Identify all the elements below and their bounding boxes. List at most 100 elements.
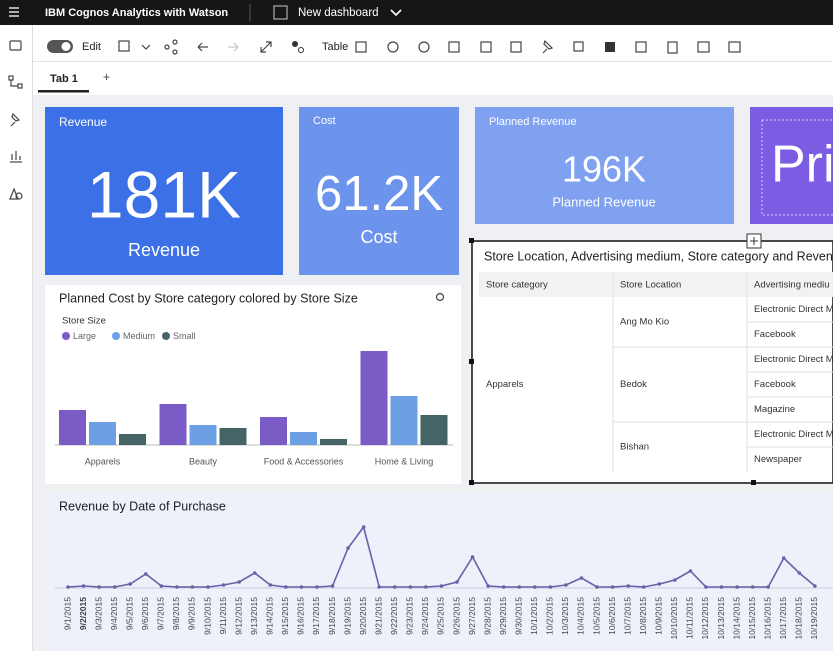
- point[interactable]: [315, 585, 319, 589]
- point[interactable]: [641, 585, 646, 589]
- point[interactable]: [361, 525, 366, 529]
- point[interactable]: [392, 585, 397, 589]
- point[interactable]: [128, 582, 133, 586]
- insight-icon[interactable]: [435, 292, 445, 302]
- point[interactable]: [688, 569, 693, 573]
- point[interactable]: [112, 585, 117, 589]
- toolbar-icon[interactable]: [728, 41, 741, 53]
- point[interactable]: [221, 583, 226, 587]
- point[interactable]: [781, 556, 786, 560]
- undo-icon[interactable]: [197, 42, 208, 52]
- toolbar-icon[interactable]: [697, 41, 710, 53]
- point[interactable]: [268, 583, 273, 587]
- expand-icon[interactable]: [260, 41, 272, 53]
- point[interactable]: [175, 585, 179, 589]
- toolbar-icon[interactable]: [387, 41, 399, 53]
- dashboard-name[interactable]: New dashboard: [298, 7, 379, 19]
- point[interactable]: [626, 584, 630, 588]
- point[interactable]: [813, 584, 817, 588]
- navigation-icon[interactable]: [292, 41, 304, 53]
- point[interactable]: [66, 585, 70, 589]
- point[interactable]: [330, 584, 335, 588]
- point[interactable]: [252, 571, 257, 575]
- point[interactable]: [657, 582, 662, 586]
- table-icon[interactable]: [355, 41, 367, 53]
- bar[interactable]: [260, 417, 287, 445]
- save-menu[interactable]: [141, 44, 151, 50]
- point[interactable]: [97, 585, 101, 589]
- point[interactable]: [704, 585, 708, 589]
- toolbar-icon[interactable]: [605, 42, 615, 52]
- point[interactable]: [517, 585, 522, 589]
- visualizations-icon[interactable]: [10, 151, 22, 163]
- toolbar-icon[interactable]: [510, 41, 522, 53]
- point[interactable]: [564, 583, 568, 587]
- legend-label[interactable]: Medium: [123, 331, 155, 341]
- pin-icon[interactable]: [10, 112, 21, 127]
- kpi-tile[interactable]: [45, 107, 283, 275]
- point[interactable]: [766, 585, 770, 589]
- point[interactable]: [81, 584, 86, 588]
- toolbar-icon[interactable]: [418, 41, 430, 53]
- point[interactable]: [579, 576, 584, 580]
- comments-icon[interactable]: [9, 40, 22, 51]
- point[interactable]: [346, 546, 350, 550]
- toolbar-icon[interactable]: [573, 41, 584, 52]
- point[interactable]: [486, 584, 490, 588]
- point[interactable]: [455, 580, 459, 584]
- kpi-tile[interactable]: [750, 107, 833, 224]
- kpi-tile[interactable]: [475, 107, 734, 224]
- kpi-tile[interactable]: [299, 107, 459, 275]
- point[interactable]: [237, 580, 241, 584]
- point[interactable]: [735, 585, 739, 589]
- menu-icon[interactable]: [9, 7, 19, 17]
- toolbar-icon[interactable]: [635, 41, 647, 53]
- point[interactable]: [533, 585, 537, 589]
- resize-handles[interactable]: [469, 238, 756, 485]
- point[interactable]: [439, 584, 444, 588]
- point[interactable]: [673, 578, 677, 582]
- point[interactable]: [470, 555, 475, 559]
- bar[interactable]: [219, 428, 247, 445]
- delete-icon[interactable]: [667, 41, 678, 54]
- point[interactable]: [190, 585, 195, 589]
- legend-label[interactable]: Small: [173, 331, 196, 341]
- point[interactable]: [144, 572, 148, 576]
- tab[interactable]: Tab 1: [50, 73, 78, 85]
- toolbar-icon[interactable]: [448, 41, 460, 53]
- add-tab[interactable]: +: [103, 70, 110, 84]
- bar[interactable]: [189, 425, 217, 445]
- point[interactable]: [595, 585, 599, 589]
- point[interactable]: [610, 585, 615, 589]
- line-widget[interactable]: [45, 493, 833, 651]
- point[interactable]: [377, 585, 382, 589]
- point[interactable]: [206, 585, 210, 589]
- point[interactable]: [501, 585, 506, 589]
- point[interactable]: [719, 585, 724, 589]
- bar[interactable]: [119, 434, 146, 445]
- bar[interactable]: [390, 396, 418, 445]
- bar[interactable]: [290, 432, 317, 445]
- save-icon[interactable]: [118, 40, 130, 52]
- column-header[interactable]: Store Location: [620, 280, 681, 291]
- bar[interactable]: [59, 410, 86, 445]
- point[interactable]: [408, 585, 413, 589]
- toolbar-icon[interactable]: [542, 39, 554, 54]
- point[interactable]: [159, 584, 164, 588]
- bar[interactable]: [159, 404, 187, 445]
- dashboard-menu[interactable]: [390, 9, 402, 17]
- point[interactable]: [797, 571, 802, 575]
- share-icon[interactable]: [164, 39, 178, 55]
- bar[interactable]: [89, 422, 116, 445]
- column-header[interactable]: Store category: [486, 280, 548, 291]
- relations-icon[interactable]: [8, 75, 23, 89]
- point[interactable]: [424, 585, 428, 589]
- bar-widget[interactable]: [45, 285, 461, 484]
- point[interactable]: [750, 585, 755, 589]
- bar[interactable]: [360, 351, 388, 445]
- toolbar-icon[interactable]: [480, 41, 492, 53]
- bar[interactable]: [420, 415, 448, 445]
- point[interactable]: [284, 585, 288, 589]
- shapes-icon[interactable]: [9, 187, 23, 200]
- bar[interactable]: [320, 439, 347, 445]
